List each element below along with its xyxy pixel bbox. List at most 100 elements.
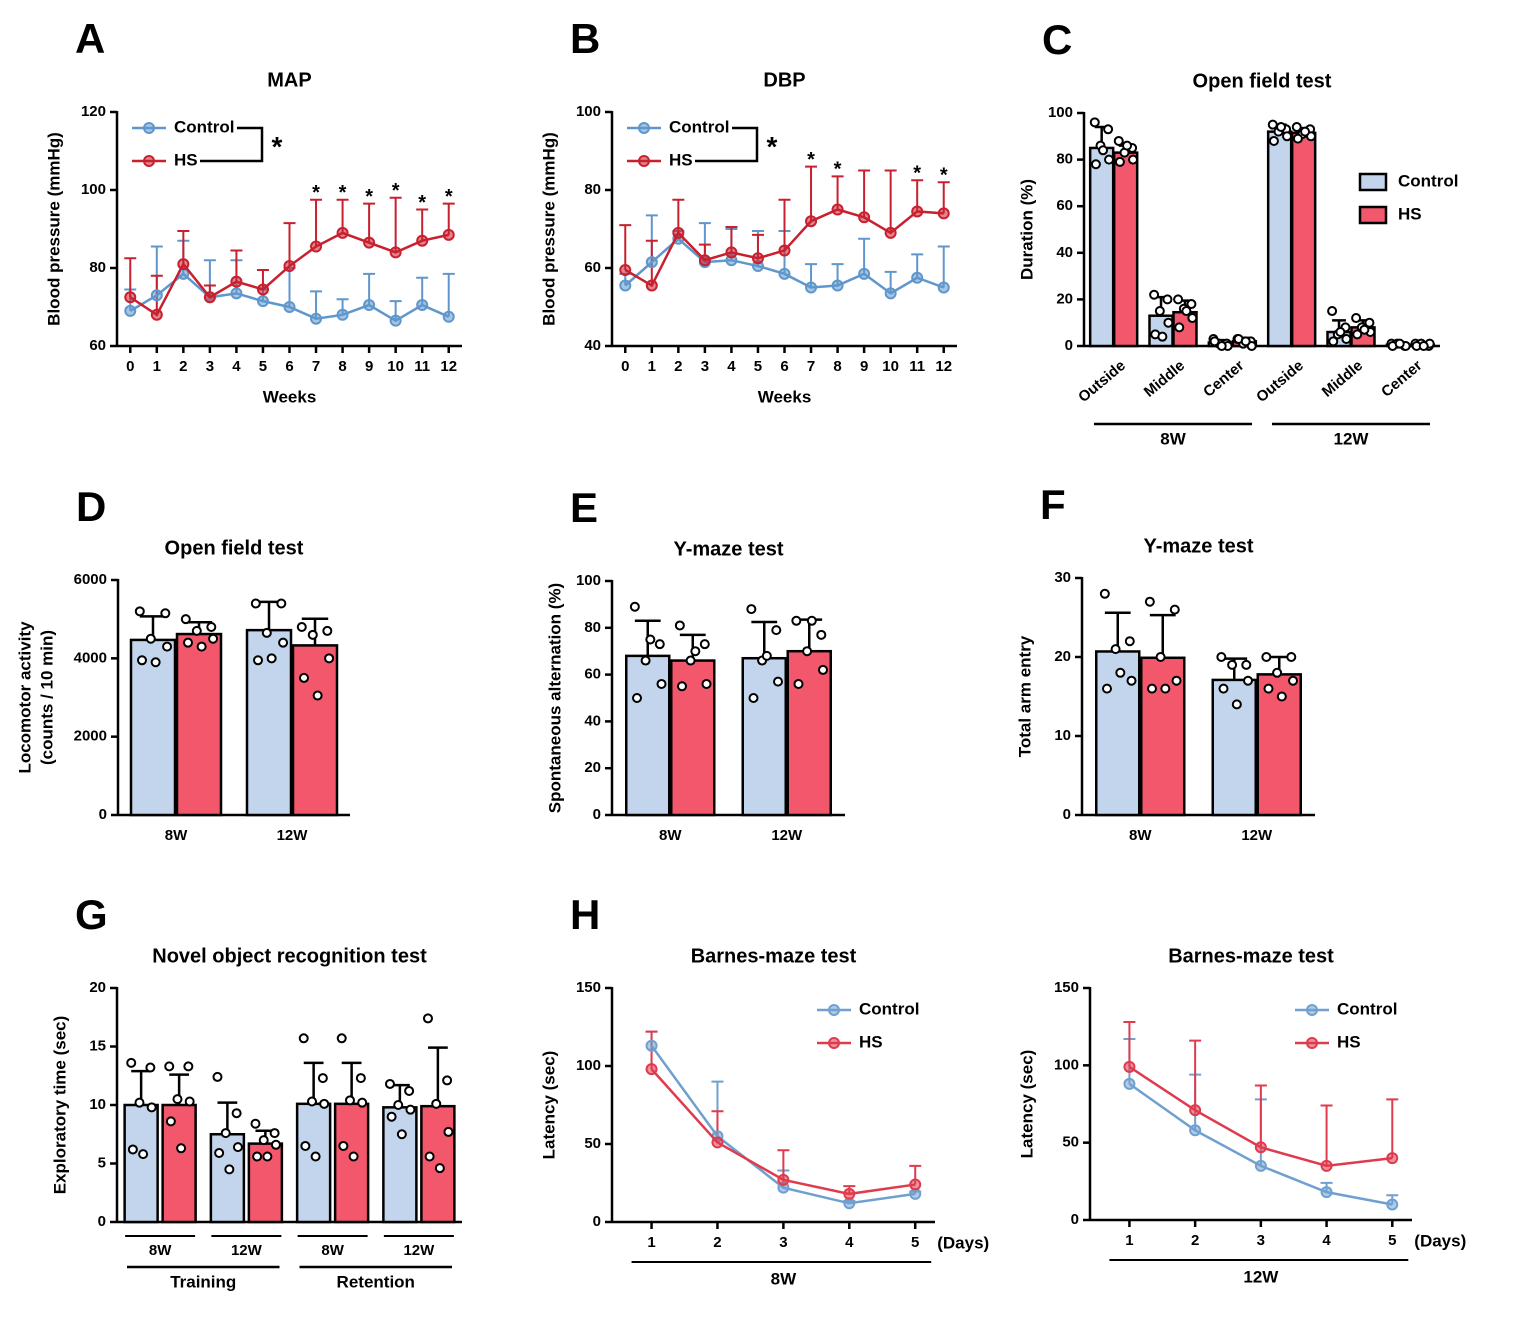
significance-star: * (834, 159, 842, 181)
data-point (145, 633, 156, 644)
data-point (146, 1102, 157, 1113)
y-tick-label: 100 (576, 572, 601, 589)
data-point (319, 1098, 330, 1109)
bar (295, 1102, 332, 1224)
data-point (1189, 1124, 1202, 1137)
data-point (389, 246, 402, 259)
y-tick-label: 2000 (74, 728, 107, 745)
legend-label: HS (859, 1032, 883, 1051)
x-tick-label: 5 (754, 358, 762, 375)
data-point (1162, 294, 1173, 305)
data-point (1288, 675, 1299, 686)
data-point (162, 641, 173, 652)
data-point (442, 1075, 453, 1086)
data-point (127, 1144, 138, 1155)
data-point (212, 1071, 223, 1082)
data-point (261, 627, 272, 638)
y-tick-label: 100 (576, 103, 601, 120)
x-tick-label: 11 (909, 358, 925, 375)
bar (1266, 130, 1293, 348)
panel-letter: H (570, 891, 600, 938)
y-tick-label: 20 (584, 759, 601, 776)
data-point (310, 240, 323, 253)
data-point (884, 287, 897, 300)
data-point (220, 1128, 231, 1139)
data-point (1123, 1077, 1136, 1090)
data-point (1181, 306, 1192, 317)
data-point (336, 1033, 347, 1044)
group-label: Retention (337, 1272, 415, 1291)
data-point (1386, 1152, 1399, 1165)
data-point (363, 236, 376, 249)
data-point (214, 1147, 225, 1158)
bar (786, 649, 832, 817)
legend-swatch (1358, 172, 1388, 192)
data-point (1147, 683, 1157, 694)
data-point (1320, 1159, 1333, 1172)
y-tick-label: 0 (593, 806, 601, 823)
data-point (338, 1140, 349, 1151)
y-tick-label: 80 (89, 259, 106, 276)
data-point (619, 279, 632, 292)
y-axis-label: Blood pressure (mmHg) (539, 132, 558, 326)
data-point (619, 263, 632, 276)
x-tick-label: 6 (780, 358, 788, 375)
data-point (751, 252, 764, 265)
data-point (1099, 588, 1110, 599)
data-point (791, 615, 802, 626)
data-point (150, 657, 161, 668)
data-point (172, 1094, 183, 1105)
data-point (183, 1061, 194, 1072)
data-point (176, 1143, 187, 1154)
data-point (778, 267, 791, 280)
x-tick-label: 8W (149, 1242, 172, 1259)
data-point (701, 678, 712, 689)
panel-letter: C (1042, 16, 1072, 63)
data-point (1163, 317, 1174, 328)
x-tick-label: 10 (882, 358, 899, 375)
data-point (270, 1139, 281, 1150)
legend-label: HS (1337, 1032, 1361, 1051)
x-tick-label: 10 (387, 358, 404, 375)
panel-letter: D (76, 483, 106, 530)
chart-title: Barnes-maze test (691, 945, 857, 967)
data-point (761, 650, 772, 661)
y-tick-label: 50 (584, 1135, 601, 1152)
chart-title: MAP (267, 69, 311, 91)
x-tick-label: 5 (259, 358, 267, 375)
y-tick-label: 80 (584, 181, 601, 198)
data-point (253, 655, 263, 666)
group-label: 12W (1334, 429, 1370, 448)
data-point (324, 653, 335, 664)
data-point (442, 310, 455, 323)
bar (1112, 151, 1139, 348)
data-point (1272, 667, 1283, 678)
data-point (1126, 675, 1137, 686)
x-tick-label: 4 (845, 1234, 854, 1251)
data-point (283, 301, 296, 313)
panel-letter: G (75, 891, 108, 938)
data-point (777, 1173, 790, 1186)
data-point (145, 1062, 156, 1073)
y-tick-label: 20 (1054, 648, 1071, 665)
x-tick-label: 3 (701, 358, 709, 375)
data-point (1209, 336, 1220, 347)
data-point (150, 289, 163, 302)
data-point (137, 655, 147, 666)
data-point (699, 639, 710, 650)
significance-star: * (767, 131, 778, 162)
data-point (632, 693, 642, 703)
data-point (698, 254, 711, 267)
significance-star: * (807, 149, 815, 171)
x-tick-label: 2 (713, 1234, 721, 1251)
data-point (208, 633, 219, 644)
y-tick-label: 0 (98, 1213, 106, 1230)
data-point (183, 637, 193, 648)
data-point (1122, 140, 1133, 151)
x-tick-label: 5 (1388, 1232, 1396, 1249)
x-tick-label: 9 (860, 358, 868, 375)
y-axis-label: Spontaneous alternation (%) (545, 583, 564, 813)
x-tick-label: 7 (807, 358, 815, 375)
data-point (206, 622, 217, 632)
y-tick-label: 40 (1056, 244, 1073, 261)
